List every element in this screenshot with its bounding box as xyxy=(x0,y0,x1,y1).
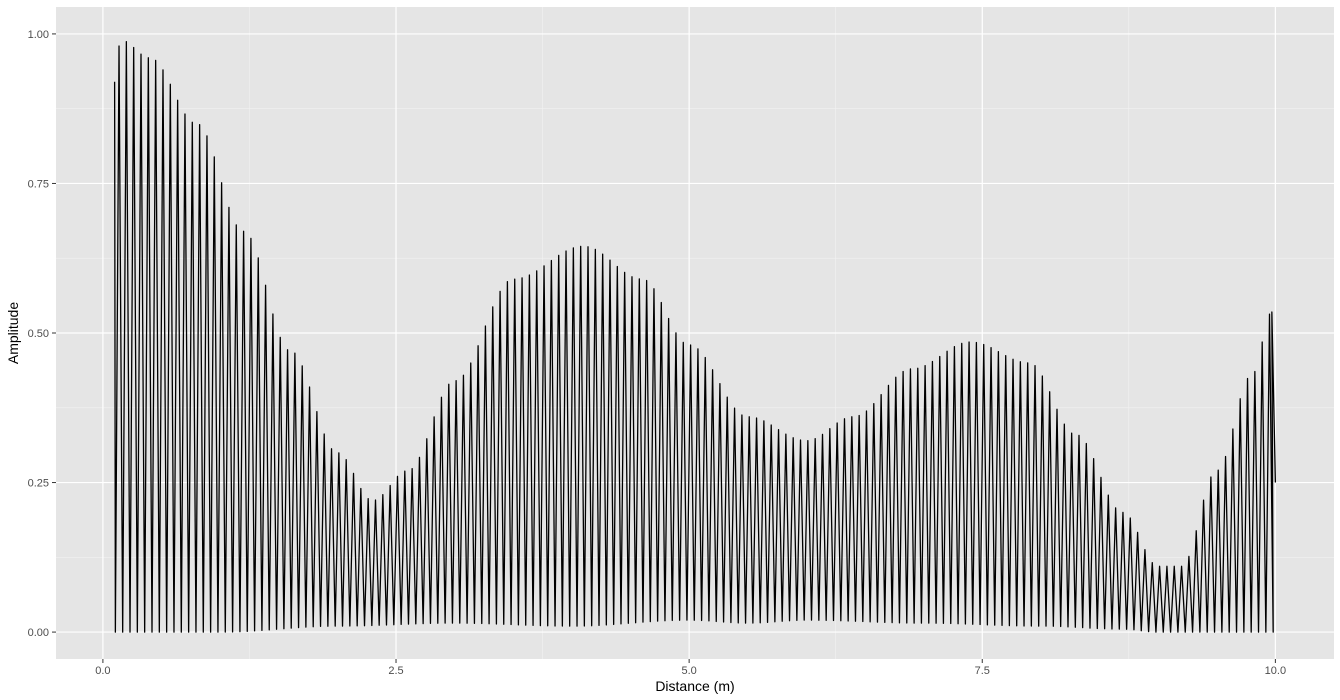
x-tick-label: 10.0 xyxy=(1265,665,1286,677)
y-tick-label: 1.00 xyxy=(28,29,49,41)
x-axis-title: Distance (m) xyxy=(655,678,734,694)
y-tick-label: 0.00 xyxy=(28,627,49,639)
y-tick-label: 0.75 xyxy=(28,178,49,190)
y-tick-label: 0.50 xyxy=(28,328,49,340)
y-tick-label: 0.25 xyxy=(28,478,49,490)
x-axis: 0.0 2.5 5.0 7.5 10.0 xyxy=(95,659,1286,677)
series-layer xyxy=(113,40,1277,633)
x-tick-label: 7.5 xyxy=(975,665,990,677)
series-line xyxy=(113,40,1277,633)
x-tick-label: 5.0 xyxy=(681,665,696,677)
y-axis: 0.00 0.25 0.50 0.75 1.00 xyxy=(28,29,56,639)
x-tick-label: 2.5 xyxy=(388,665,403,677)
y-axis-title: Amplitude xyxy=(5,302,21,364)
x-tick-label: 0.0 xyxy=(95,665,110,677)
